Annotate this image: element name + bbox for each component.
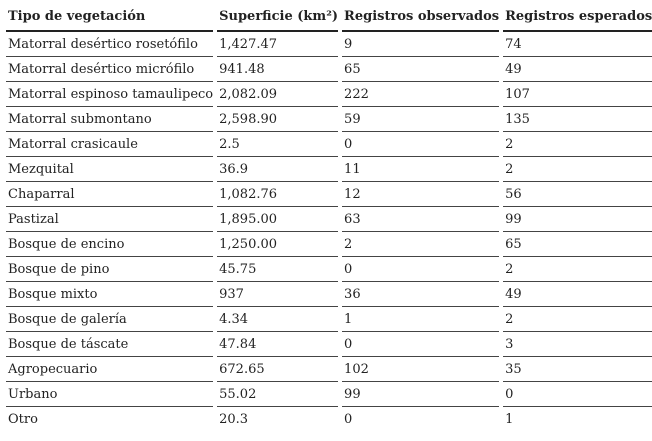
table-cell: Bosque de pino bbox=[6, 257, 214, 282]
table-row: Urbano 55.02 99 0 bbox=[6, 382, 652, 407]
table-cell: 0 bbox=[503, 382, 652, 407]
table-cell: 2,082.09 bbox=[217, 82, 339, 107]
table-cell: 59 bbox=[342, 107, 500, 132]
table-cell: 2,598.90 bbox=[217, 107, 339, 132]
table-cell: Bosque mixto bbox=[6, 282, 214, 307]
table-cell: 45.75 bbox=[217, 257, 339, 282]
table-cell: 135 bbox=[503, 107, 652, 132]
table-cell: 1,250.00 bbox=[217, 232, 339, 257]
column-header: Registros observados bbox=[342, 0, 500, 32]
table-cell: 65 bbox=[342, 57, 500, 82]
table-cell: 36 bbox=[342, 282, 500, 307]
table-cell: Matorral espinoso tamaulipeco bbox=[6, 82, 214, 107]
table-cell: 2.5 bbox=[217, 132, 339, 157]
table-row: Bosque mixto 937 36 49 bbox=[6, 282, 652, 307]
table-cell: 35 bbox=[503, 357, 652, 382]
table-cell: Matorral desértico rosetófilo bbox=[6, 32, 214, 57]
table-cell: 0 bbox=[344, 412, 353, 427]
column-header: Registros esperados bbox=[503, 0, 652, 32]
table-cell: Bosque de encino bbox=[6, 232, 214, 257]
table-row: Matorral desértico rosetófilo 1,427.47 9 74 bbox=[6, 32, 652, 57]
vegetation-table: Tipo de vegetación Superficie (km²) Regist… bbox=[2, 0, 652, 432]
table-cell: 4.34 bbox=[217, 307, 339, 332]
table-cell: 49 bbox=[503, 282, 652, 307]
table-cell: 0 bbox=[342, 257, 500, 282]
table-cell: 107 bbox=[503, 82, 652, 107]
table-row: Matorral crasicaule 2.5 0 2 bbox=[6, 132, 652, 157]
header-row: Tipo de vegetación Superficie (km²) Regist… bbox=[6, 0, 652, 32]
table-cell: 1,082.76 bbox=[217, 182, 339, 207]
table-cell: Bosque de galería bbox=[6, 307, 214, 332]
table-cell: Bosque de táscate bbox=[6, 332, 214, 357]
table-cell: 2 bbox=[503, 157, 652, 182]
table-cell: Matorral submontano bbox=[6, 107, 214, 132]
table-cell: 2 bbox=[503, 132, 652, 157]
table-cell: 672.65 bbox=[217, 357, 339, 382]
table-cell: 941.48 bbox=[217, 57, 339, 82]
table-row: Bosque de pino 45.75 0 2 bbox=[6, 257, 652, 282]
table-row: Agropecuario 672.65 102 35 bbox=[6, 357, 652, 382]
table-row: Matorral espinoso tamaulipeco 2,082.09 222… bbox=[6, 82, 652, 107]
table-cell: 20.3 bbox=[219, 412, 249, 427]
table-cell: Matorral desértico micrófilo bbox=[6, 57, 214, 82]
column-header: Tipo de vegetación bbox=[6, 0, 214, 32]
table-cell: 63 bbox=[342, 207, 500, 232]
table-cell: 12 bbox=[342, 182, 500, 207]
table-cell: 1 bbox=[342, 307, 500, 332]
table-cell: 2 bbox=[503, 257, 652, 282]
table-row: Chaparral 1,082.76 12 56 bbox=[6, 182, 652, 207]
table-cell: 1,895.00 bbox=[217, 207, 339, 232]
table-row: Pastizal 1,895.00 63 99 bbox=[6, 207, 652, 232]
column-header: Superficie (km²) bbox=[217, 0, 339, 32]
table-cell: 99 bbox=[503, 207, 652, 232]
table-cell: 99 bbox=[342, 382, 500, 407]
table-row: Mezquital 36.9 11 2 bbox=[6, 157, 652, 182]
table-cell: 49 bbox=[503, 57, 652, 82]
table-cell: 56 bbox=[503, 182, 652, 207]
table-cell: 74 bbox=[503, 32, 652, 57]
table-cell: Otro bbox=[8, 412, 38, 427]
table-cell: 1,427.47 bbox=[217, 32, 339, 57]
table-row: Bosque de táscate 47.84 0 3 bbox=[6, 332, 652, 357]
table-cell: 0 bbox=[342, 332, 500, 357]
table-row: Matorral desértico micrófilo 941.48 65 49 bbox=[6, 57, 652, 82]
table-cell: 937 bbox=[217, 282, 339, 307]
table-row: Otro 20.3 0 1 bbox=[6, 407, 652, 432]
table-cell: Matorral crasicaule bbox=[6, 132, 214, 157]
table-cell: Agropecuario bbox=[6, 357, 214, 382]
table-cell: 1 bbox=[505, 412, 514, 427]
table-cell: 9 bbox=[342, 32, 500, 57]
table-cell: Mezquital bbox=[6, 157, 214, 182]
table-row: Bosque de encino 1,250.00 2 65 bbox=[6, 232, 652, 257]
table-cell: 65 bbox=[503, 232, 652, 257]
table-cell: 47.84 bbox=[217, 332, 339, 357]
table-cell: 3 bbox=[503, 332, 652, 357]
table-cell: 55.02 bbox=[217, 382, 339, 407]
table-cell: Chaparral bbox=[6, 182, 214, 207]
table-row: Matorral submontano 2,598.90 59 135 bbox=[6, 107, 652, 132]
table-cell: 2 bbox=[503, 307, 652, 332]
table-body: Matorral desértico rosetófilo 1,427.47 9 74… bbox=[6, 32, 652, 432]
table-cell: Pastizal bbox=[6, 207, 214, 232]
table-cell: 102 bbox=[342, 357, 500, 382]
table-cell: 2 bbox=[342, 232, 500, 257]
table-cell: 11 bbox=[342, 157, 500, 182]
table-cell: 36.9 bbox=[217, 157, 339, 182]
table-cell: 222 bbox=[342, 82, 500, 107]
table-row: Bosque de galería 4.34 1 2 bbox=[6, 307, 652, 332]
table-cell: 0 bbox=[342, 132, 500, 157]
table-cell: Urbano bbox=[6, 382, 214, 407]
